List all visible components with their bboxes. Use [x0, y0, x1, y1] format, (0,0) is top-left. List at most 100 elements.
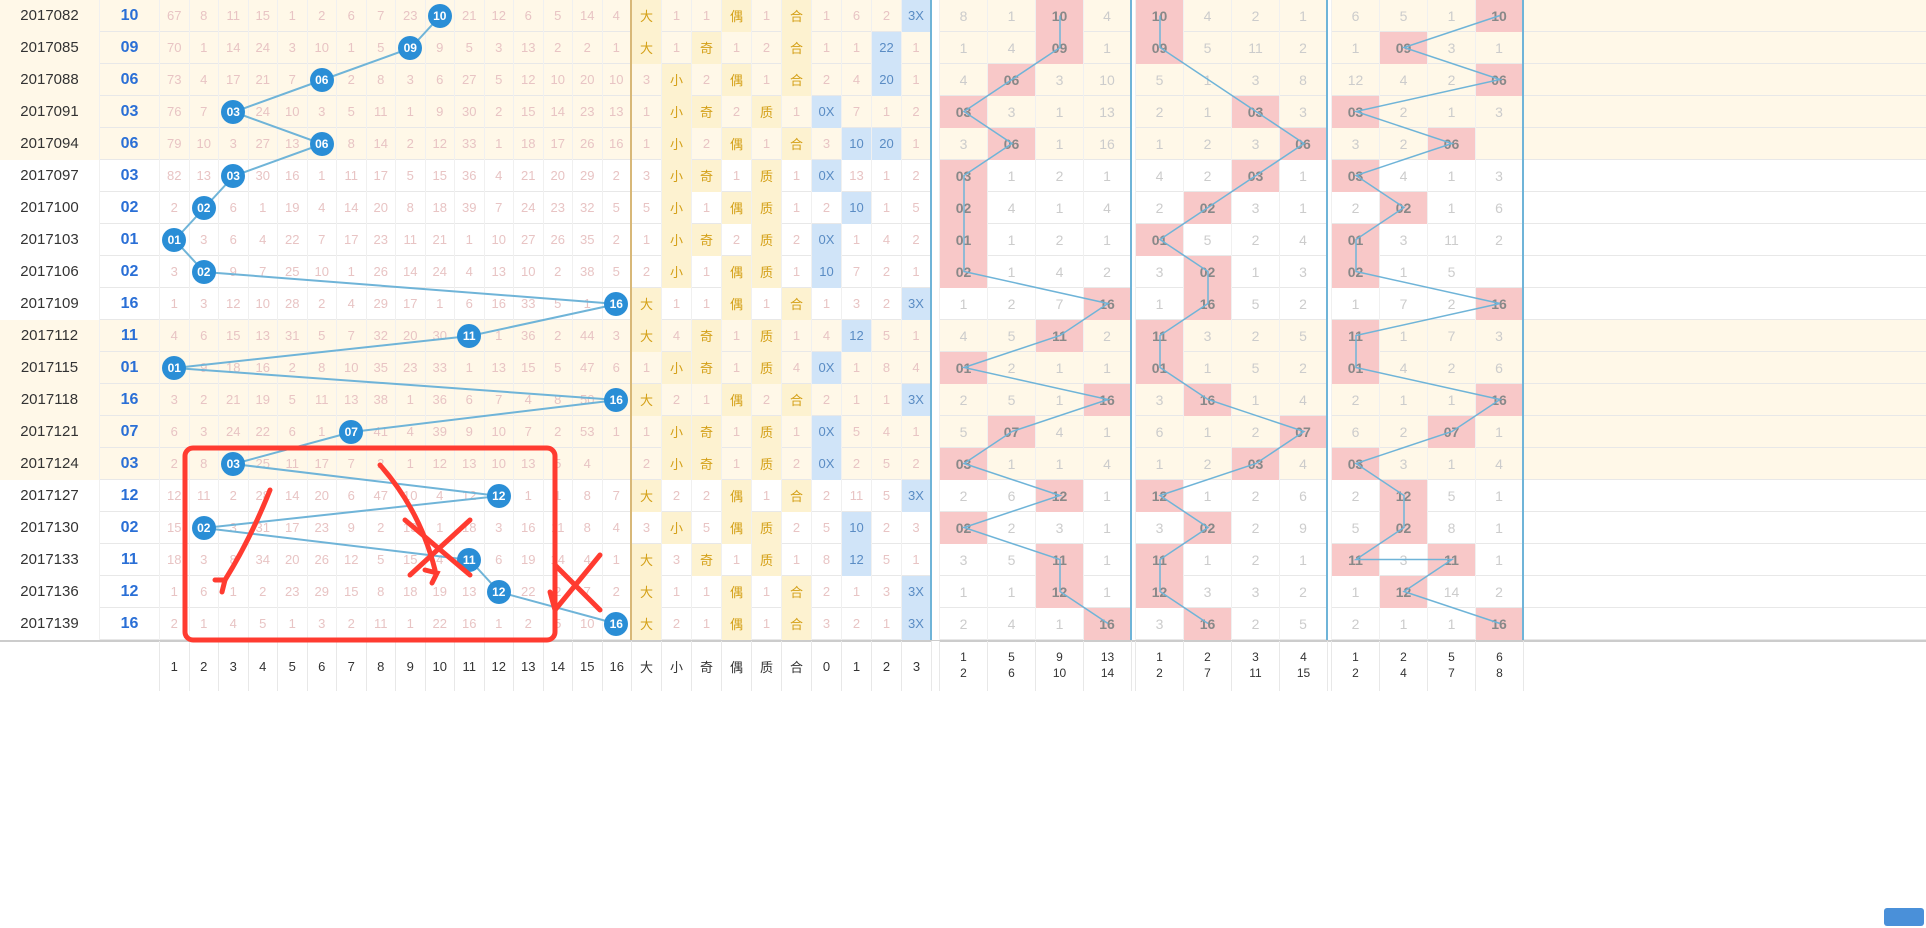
trend-cell: 12 [337, 544, 367, 576]
footer-attr: 3 [902, 641, 932, 691]
hit-ball: 03 [221, 164, 245, 188]
trend-cell: 30 [426, 320, 456, 352]
trend-cell: 12 [485, 480, 515, 512]
panel-cell: 12 [1380, 576, 1428, 608]
main-number-cell: 16 [100, 608, 160, 640]
trend-cell: 3 [308, 96, 338, 128]
footer-num: 6 [308, 641, 338, 691]
panel-cell: 5 [1380, 0, 1428, 32]
main-number-cell: 03 [100, 96, 160, 128]
panel-cell: 3 [1036, 512, 1084, 544]
trend-cell: 33 [426, 352, 456, 384]
hit-ball: 01 [162, 356, 186, 380]
panel-cell: 3 [1332, 128, 1380, 160]
attr-cell: 3 [902, 512, 932, 544]
panel-cell: 1 [1084, 480, 1132, 512]
panel-cell: 2 [1280, 576, 1328, 608]
attr-cell: 1 [662, 576, 692, 608]
trend-cell: 5 [308, 320, 338, 352]
attr-cell: 5 [872, 544, 902, 576]
trend-cell: 13 [337, 384, 367, 416]
attr-cell: 1 [902, 64, 932, 96]
panel-cell: 1 [1428, 448, 1476, 480]
trend-cell: 15 [337, 576, 367, 608]
trend-cell: 1 [485, 320, 515, 352]
attr-cell: 大 [632, 0, 662, 32]
trend-cell: 7 [337, 320, 367, 352]
trend-cell: 5 [337, 96, 367, 128]
panel-cell: 11 [1136, 320, 1184, 352]
data-row: 201713916214513211122161251016大21偶1合3213… [0, 608, 1926, 640]
panel-cell: 4 [1084, 192, 1132, 224]
attr-cell: 1 [902, 32, 932, 64]
panel-cell: 1 [940, 288, 988, 320]
trend-cell: 1 [337, 256, 367, 288]
data-row: 2017085097011424310150995313221大1奇12合112… [0, 32, 1926, 64]
panel-cell: 2 [1136, 96, 1184, 128]
footer-num: 7 [337, 641, 367, 691]
panel-cell: 6 [1136, 416, 1184, 448]
panel-cell: 2 [1232, 480, 1280, 512]
attr-cell: 2 [662, 480, 692, 512]
trend-cell: 2 [367, 512, 397, 544]
trend-cell: 5 [603, 192, 633, 224]
trend-cell: 03 [219, 96, 249, 128]
trend-cell: 24 [426, 256, 456, 288]
trend-cell: 4 [396, 416, 426, 448]
panel-cell: 16 [1476, 384, 1524, 416]
attr-cell: 6 [842, 0, 872, 32]
panel-cell: 16 [1084, 288, 1132, 320]
attr-cell: 质 [752, 192, 782, 224]
trend-cell: 13 [485, 352, 515, 384]
footer-attr: 质 [752, 641, 782, 691]
panel-cell: 5 [1232, 288, 1280, 320]
trend-cell: 2 [308, 0, 338, 32]
attr-cell: 2 [872, 256, 902, 288]
issue-cell: 2017118 [0, 384, 100, 416]
attr-cell: 合 [782, 576, 812, 608]
trend-cell: 33 [514, 288, 544, 320]
trend-cell: 1 [485, 608, 515, 640]
trend-cell: 4 [219, 608, 249, 640]
data-row: 20171300215023311723921311831611843小5偶质2… [0, 512, 1926, 544]
trend-cell: 13 [249, 320, 279, 352]
panel-cell: 14 [1428, 576, 1476, 608]
panel-cell: 06 [1476, 64, 1524, 96]
attr-cell: 10 [842, 128, 872, 160]
trend-cell: 5 [249, 608, 279, 640]
panel-cell: 11 [1428, 224, 1476, 256]
panel-cell: 3 [1232, 576, 1280, 608]
panel-cell: 01 [940, 352, 988, 384]
trend-cell: 11 [396, 224, 426, 256]
data-row: 2017127121211228142064710412121187大22偶1合… [0, 480, 1926, 512]
trend-cell: 5 [544, 608, 574, 640]
panel-cell: 07 [988, 416, 1036, 448]
trend-cell: 17 [396, 288, 426, 320]
trend-cell: 22 [249, 416, 279, 448]
trend-cell: 26 [367, 256, 397, 288]
attr-cell: 1 [752, 576, 782, 608]
attr-cell: 2 [722, 224, 752, 256]
panel-cell: 8 [1428, 512, 1476, 544]
attr-cell: 3X [902, 608, 932, 640]
attr-cell: 3 [662, 544, 692, 576]
panel-cell: 11 [1136, 544, 1184, 576]
trend-cell: 6 [160, 416, 190, 448]
panel-cell: 1 [1280, 544, 1328, 576]
panel-cell: 2 [1184, 128, 1232, 160]
attr-cell: 大 [632, 288, 662, 320]
attr-cell: 2 [812, 384, 842, 416]
footer-panel-cell: 27 [1184, 641, 1232, 691]
attr-cell: 10 [842, 512, 872, 544]
panel-cell: 2 [1184, 448, 1232, 480]
data-row: 201712403280325111772112131013542小奇1质20X… [0, 448, 1926, 480]
panel-cell: 1 [988, 576, 1036, 608]
trend-cell: 8 [396, 192, 426, 224]
panel-cell: 1 [1332, 576, 1380, 608]
attr-cell: 奇 [692, 544, 722, 576]
panel-cell: 02 [1184, 512, 1232, 544]
trend-cell: 14 [396, 256, 426, 288]
trend-cell: 36 [514, 320, 544, 352]
issue-cell: 2017097 [0, 160, 100, 192]
attr-cell: 偶 [722, 128, 752, 160]
